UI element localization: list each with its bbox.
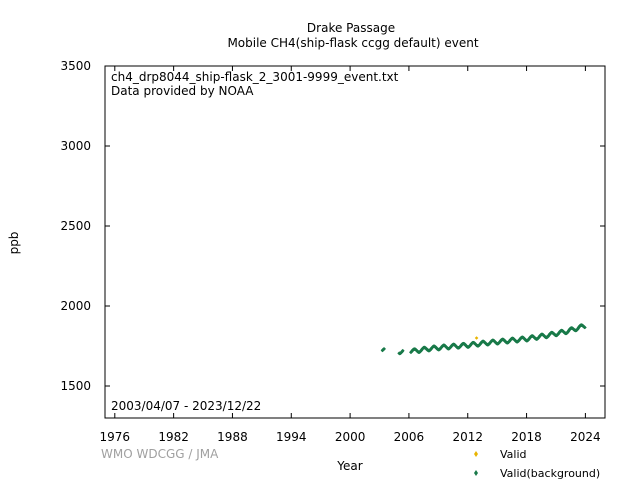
annotation-filename: ch4_drp8044_ship-flask_2_3001-9999_event… [111, 70, 399, 84]
legend-label: Valid(background) [500, 467, 600, 480]
legend-label: Valid [500, 448, 527, 461]
data-point-valid-background [382, 347, 386, 351]
annotation-date-range: 2003/04/07 - 2023/12/22 [111, 399, 261, 413]
data-point-valid-background [583, 325, 587, 330]
legend-marker [474, 451, 478, 457]
x-axis: 1976 1982 1988 1994 2000 2006 2012 2018 2024 [100, 66, 601, 444]
x-tick-label: 2024 [570, 430, 601, 444]
y-axis: 1500 2000 2500 3000 3500 [60, 59, 605, 393]
x-tick-label: 1976 [100, 430, 131, 444]
annotation-provider: Data provided by NOAA [111, 84, 254, 98]
chart-title-line1: Drake Passage [307, 21, 395, 35]
plot-area [104, 65, 606, 419]
chart-title-line2: Mobile CH4(ship-flask ccgg default) even… [227, 36, 478, 50]
x-axis-label: Year [336, 459, 362, 473]
y-axis-label: ppb [7, 232, 21, 255]
x-tick-label: 1994 [276, 430, 307, 444]
y-tick-label: 3000 [60, 139, 91, 153]
x-tick-label: 2012 [452, 430, 483, 444]
data-series-layer [380, 323, 587, 356]
y-tick-label: 2500 [60, 219, 91, 233]
data-point-valid-background [400, 348, 405, 353]
legend-marker [474, 470, 478, 476]
data-point-valid [474, 336, 479, 340]
legend: Valid Valid(background) [474, 448, 600, 480]
x-tick-label: 2000 [335, 430, 366, 444]
y-tick-label: 3500 [60, 59, 91, 73]
x-tick-label: 2006 [394, 430, 425, 444]
x-tick-label: 1988 [217, 430, 248, 444]
x-tick-label: 1982 [158, 430, 189, 444]
credit-text: WMO WDCGG / JMA [101, 447, 219, 461]
y-tick-label: 2000 [60, 299, 91, 313]
y-tick-label: 1500 [60, 379, 91, 393]
x-tick-label: 2018 [511, 430, 542, 444]
